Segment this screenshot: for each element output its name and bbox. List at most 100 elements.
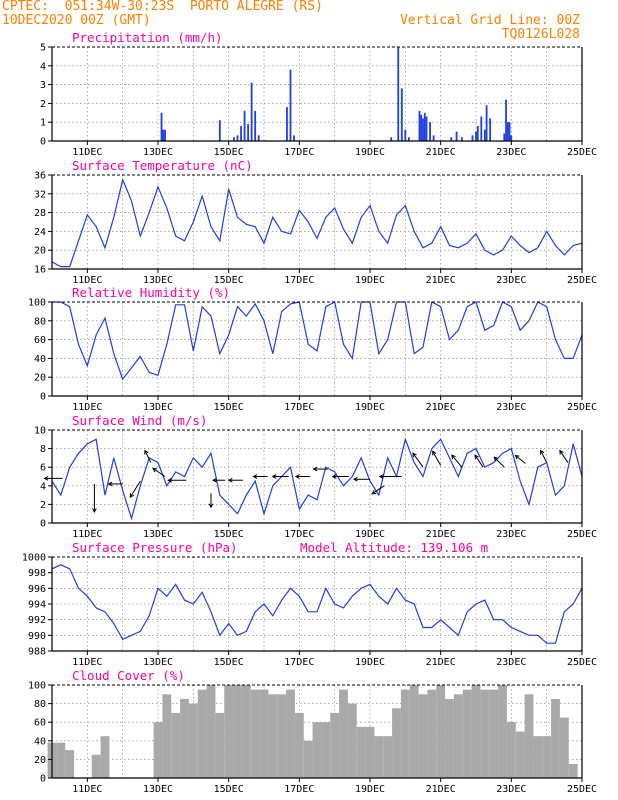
precip-bar: [243, 110, 246, 141]
cloud-bar: [462, 689, 472, 778]
y-tick-label: 24: [34, 227, 46, 238]
y-tick-label: 36: [34, 171, 46, 182]
x-tick-label: 25DEC: [567, 784, 597, 795]
cloud-bar: [206, 685, 216, 778]
y-tick-label: 5: [40, 43, 46, 54]
series-line: [52, 301, 583, 381]
wind-arrow: [451, 454, 463, 468]
wind-arrowhead: [152, 467, 158, 473]
x-tick-label: 23DEC: [496, 784, 526, 795]
x-tick-label: 13DEC: [143, 275, 173, 286]
cloud-bar: [445, 698, 454, 778]
series-line: [51, 437, 583, 521]
precip-bar: [432, 135, 435, 141]
y-tick-label: 1: [40, 118, 46, 129]
wind-arrowhead: [412, 452, 417, 458]
precip-bar: [503, 133, 506, 141]
precip-bar: [476, 125, 479, 141]
cloud-bar: [162, 694, 172, 778]
x-tick-label: 21DEC: [426, 402, 456, 413]
y-tick-label: 20: [34, 246, 46, 257]
wind-arrow: [432, 451, 442, 466]
y-tick-label: 4: [40, 481, 46, 492]
y-tick-label: 10: [34, 426, 46, 437]
precip-bar: [485, 105, 488, 141]
x-tick-label: 17DEC: [284, 784, 314, 795]
cloud-bar: [171, 712, 181, 778]
wind-arrowhead: [212, 477, 217, 483]
cloud-bar: [400, 689, 410, 778]
x-tick-label: 15DEC: [214, 147, 244, 158]
cloud-bar: [383, 736, 393, 778]
y-tick-label: 80: [34, 316, 46, 327]
x-tick-label: 17DEC: [284, 657, 314, 668]
x-tick-label: 23DEC: [496, 402, 526, 413]
x-tick-label: 11DEC: [72, 402, 102, 413]
x-tick-label: 19DEC: [355, 657, 385, 668]
y-tick-label: 988: [28, 647, 46, 658]
cloud-bar: [365, 726, 375, 778]
wind-arrowhead: [144, 449, 149, 455]
x-tick-label: 21DEC: [426, 275, 456, 286]
x-tick-label: 15DEC: [214, 402, 244, 413]
wind-arrow: [412, 452, 424, 468]
wind-arrowhead: [378, 474, 384, 479]
precip-bar: [483, 129, 486, 141]
x-tick-label: 21DEC: [426, 657, 456, 668]
x-tick-label: 25DEC: [567, 275, 597, 286]
cloud-bar: [551, 698, 560, 778]
header-line-2: 10DEC2020 00Z (GMT): [2, 13, 151, 28]
y-tick-label: 80: [34, 699, 46, 710]
wind-arrow: [152, 468, 166, 477]
y-tick-label: 0: [40, 137, 46, 148]
wind-arrow: [493, 456, 505, 468]
wind-arrowhead: [294, 474, 300, 479]
y-tick-label: 100: [28, 681, 46, 692]
cloud-bar: [418, 694, 428, 778]
series-line: [51, 564, 583, 644]
cloud-bar: [65, 750, 75, 778]
y-tick-label: 6: [40, 463, 46, 474]
cloud-bar: [188, 703, 198, 778]
x-tick-label: 23DEC: [496, 147, 526, 158]
panel-title: Cloud Cover (%): [72, 668, 185, 683]
wind-arrowhead: [271, 474, 277, 479]
x-tick-label: 19DEC: [355, 529, 385, 540]
x-tick-label: 11DEC: [72, 784, 102, 795]
y-tick-label: 40: [34, 736, 46, 747]
x-tick-label: 11DEC: [72, 529, 102, 540]
x-tick-label: 23DEC: [496, 529, 526, 540]
precip-bar: [160, 112, 163, 141]
x-tick-label: 11DEC: [72, 147, 102, 158]
wind-arrow: [474, 454, 484, 468]
x-tick-label: 23DEC: [496, 657, 526, 668]
cloud-bar: [100, 736, 110, 778]
cloud-bar: [91, 754, 101, 778]
precip-bar: [390, 137, 393, 141]
precip-bar: [506, 122, 509, 141]
x-tick-label: 23DEC: [496, 275, 526, 286]
precip-bar: [240, 125, 242, 141]
x-tick-label: 19DEC: [355, 147, 385, 158]
wind-arrowhead: [107, 481, 113, 487]
precip-bar: [289, 69, 292, 141]
x-tick-label: 21DEC: [426, 784, 456, 795]
precip-bar: [247, 124, 249, 141]
precip-bar: [418, 110, 421, 141]
precip-bar: [450, 137, 453, 141]
precip-bar: [250, 82, 253, 141]
precip-bar: [422, 118, 424, 141]
cloud-bar: [374, 736, 384, 778]
x-tick-label: 19DEC: [355, 275, 385, 286]
header-line-1: CPTEC: 051:34W-30:23S PORTO ALEGRE (RS): [2, 0, 323, 14]
precip-bar: [397, 47, 400, 141]
header-right-2: TQ0126L028: [501, 27, 580, 42]
y-tick-label: 3: [40, 80, 46, 91]
x-tick-label: 19DEC: [355, 402, 385, 413]
precip-bar: [404, 129, 407, 141]
x-tick-label: 13DEC: [143, 529, 173, 540]
wind-arrowhead: [432, 450, 437, 456]
cloud-bar: [294, 712, 304, 778]
precip-bar: [236, 135, 239, 141]
